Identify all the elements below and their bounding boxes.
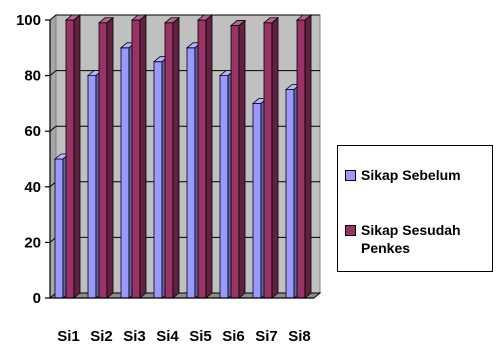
bar-side bbox=[238, 19, 246, 299]
bar-front bbox=[153, 61, 163, 299]
bar-front bbox=[87, 75, 97, 299]
bar-side bbox=[271, 16, 279, 299]
bar-side bbox=[304, 14, 312, 299]
bar-front bbox=[263, 22, 273, 299]
bar-front bbox=[197, 19, 207, 299]
bar-side bbox=[73, 14, 81, 299]
bar-front bbox=[98, 22, 108, 299]
bar-si8-series-2 bbox=[295, 14, 313, 299]
bar-front bbox=[120, 47, 130, 299]
x-tick-label: Si7 bbox=[255, 328, 278, 345]
bar-si6-series-2 bbox=[229, 19, 247, 299]
bar-front bbox=[54, 158, 64, 299]
legend: Sikap Sebelum Sikap Sesudah Penkes bbox=[337, 145, 493, 272]
bar-side bbox=[172, 16, 180, 299]
bar-front bbox=[252, 103, 262, 299]
legend-item-series-2: Sikap Sesudah Penkes bbox=[345, 221, 489, 257]
x-tick-label: Si4 bbox=[156, 328, 179, 345]
bar-si4-series-2 bbox=[163, 16, 181, 299]
y-axis: 0 20 40 60 80 100 bbox=[16, 12, 51, 307]
legend-swatch-series-2 bbox=[345, 225, 356, 236]
y-tick-label: 20 bbox=[24, 234, 41, 251]
bar-front bbox=[65, 19, 75, 299]
y-tick-label: 100 bbox=[16, 12, 41, 29]
bar-front bbox=[219, 75, 229, 299]
bar-side bbox=[106, 16, 114, 299]
bar-side bbox=[139, 14, 147, 299]
y-tick-label: 60 bbox=[24, 123, 41, 140]
gridline bbox=[49, 125, 57, 132]
x-tick-label: Si6 bbox=[222, 328, 245, 345]
x-tick-label: Si8 bbox=[288, 328, 311, 345]
bar-front bbox=[131, 19, 141, 299]
bar-front bbox=[285, 89, 295, 299]
x-tick-label: Si3 bbox=[123, 328, 146, 345]
bar-front bbox=[296, 19, 306, 299]
legend-label-series-2: Sikap Sesudah Penkes bbox=[361, 222, 461, 256]
bar-front bbox=[186, 47, 196, 299]
bar-si7-series-2 bbox=[262, 16, 280, 299]
bar-si2-series-2 bbox=[97, 16, 115, 299]
bar-si5-series-2 bbox=[196, 14, 214, 299]
y-tick-label: 0 bbox=[33, 290, 41, 307]
x-axis: Si1 Si2 Si3 Si4 Si5 Si6 Si7 Si8 bbox=[50, 297, 314, 345]
legend-item-series-1: Sikap Sebelum bbox=[345, 166, 489, 184]
gridline bbox=[49, 14, 57, 21]
x-tick-label: Si5 bbox=[189, 328, 212, 345]
bar-front bbox=[164, 22, 174, 299]
y-tick-label: 40 bbox=[24, 179, 41, 196]
bar-front bbox=[230, 25, 240, 299]
bar-side bbox=[205, 14, 213, 299]
bar-si3-series-2 bbox=[130, 14, 148, 299]
legend-label-series-1: Sikap Sebelum bbox=[361, 167, 461, 183]
bar-si1-series-2 bbox=[64, 14, 82, 299]
x-tick-label: Si2 bbox=[90, 328, 113, 345]
bars bbox=[53, 14, 313, 299]
x-tick-label: Si1 bbox=[57, 328, 80, 345]
y-tick-label: 80 bbox=[24, 68, 41, 85]
legend-swatch-series-1 bbox=[345, 170, 356, 181]
gridline bbox=[49, 70, 57, 76]
